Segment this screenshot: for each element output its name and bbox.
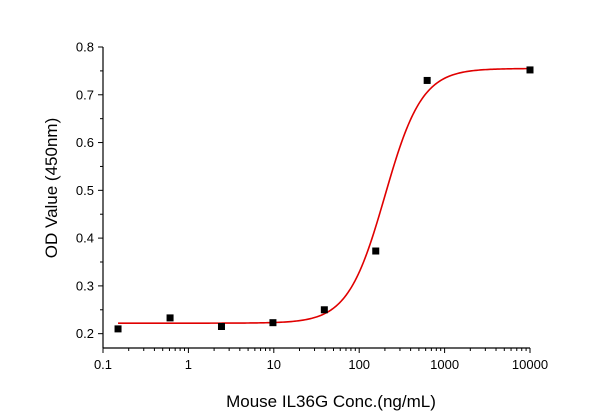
- data-point: [526, 66, 534, 74]
- x-tick-label: 1000: [430, 357, 459, 372]
- y-axis-title: OD Value (450nm): [42, 118, 61, 258]
- y-tick-label: 0.8: [76, 40, 94, 55]
- y-tick-label: 0.6: [76, 135, 94, 150]
- y-tick-label: 0.5: [76, 183, 94, 198]
- x-tick-label: 10000: [512, 357, 548, 372]
- data-point: [320, 306, 328, 314]
- y-tick-label: 0.2: [76, 326, 94, 341]
- data-point: [114, 325, 122, 333]
- data-point: [372, 247, 380, 255]
- y-tick-label: 0.7: [76, 87, 94, 102]
- fit-curve-layer: [118, 67, 531, 324]
- x-tick-label: 100: [348, 357, 370, 372]
- data-points-layer: [114, 66, 534, 333]
- x-axis-title: Mouse IL36G Conc.(ng/mL): [226, 392, 436, 411]
- data-point: [269, 319, 277, 327]
- y-tick-label: 0.4: [76, 231, 94, 246]
- x-tick-label: 10: [267, 357, 281, 372]
- x-tick-label: 1: [185, 357, 192, 372]
- axes: 0.2 0.3 0.4 0.5 0.6 0.7 0.8 0.1 1 10 100 1000 10000: [76, 40, 548, 373]
- y-tick-label: 0.3: [76, 278, 94, 293]
- data-point: [217, 323, 225, 330]
- data-point: [423, 76, 431, 84]
- x-tick-label: 0.1: [94, 357, 112, 372]
- fit-curve: [118, 67, 531, 324]
- data-point: [166, 314, 174, 322]
